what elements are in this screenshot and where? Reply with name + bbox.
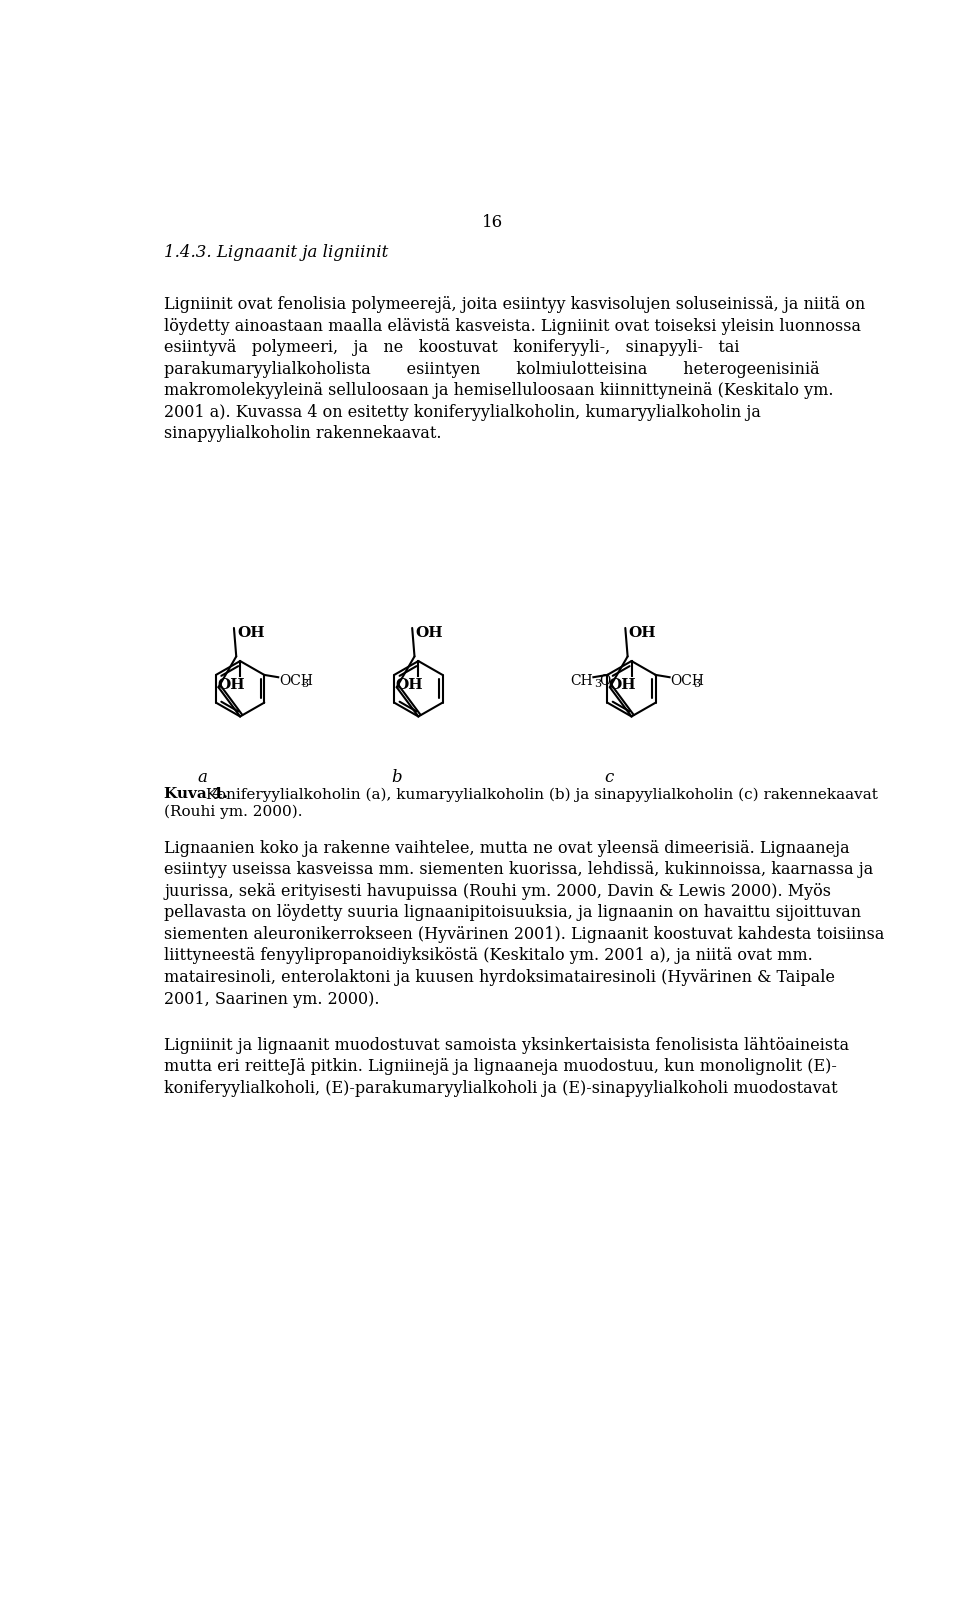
Text: OH: OH bbox=[416, 626, 443, 640]
Text: OH: OH bbox=[217, 677, 245, 692]
Text: sinapyylialkoholin rakennekaavat.: sinapyylialkoholin rakennekaavat. bbox=[164, 426, 442, 442]
Text: 3: 3 bbox=[301, 679, 308, 688]
Text: 2001, Saarinen ym. 2000).: 2001, Saarinen ym. 2000). bbox=[164, 991, 379, 1007]
Text: a: a bbox=[198, 768, 207, 786]
Text: makromolekyyleinä selluloosaan ja hemiselluloosaan kiinnittyneinä (Keskitalo ym.: makromolekyyleinä selluloosaan ja hemise… bbox=[164, 383, 833, 399]
Text: OCH: OCH bbox=[670, 674, 705, 688]
Text: Lignaanien koko ja rakenne vaihtelee, mutta ne ovat yleensä dimeerisiä. Lignaane: Lignaanien koko ja rakenne vaihtelee, mu… bbox=[164, 839, 850, 857]
Text: Kuva 4.: Kuva 4. bbox=[164, 788, 228, 802]
Text: b: b bbox=[392, 768, 402, 786]
Text: mutta eri reitteJä pitkin. Ligniinejä ja lignaaneja muodostuu, kun monolignolit : mutta eri reitteJä pitkin. Ligniinejä ja… bbox=[164, 1058, 837, 1076]
Text: löydetty ainoastaan maalla elävistä kasveista. Ligniinit ovat toiseksi yleisin l: löydetty ainoastaan maalla elävistä kasv… bbox=[164, 317, 861, 335]
Text: OH: OH bbox=[609, 677, 636, 692]
Text: siementen aleuronikerrokseen (Hyvärinen 2001). Lignaanit koostuvat kahdesta tois: siementen aleuronikerrokseen (Hyvärinen … bbox=[164, 925, 884, 943]
Text: OH: OH bbox=[396, 677, 423, 692]
Text: O: O bbox=[599, 674, 610, 688]
Text: koniferyylialkoholi, (E)-parakumaryylialkoholi ja (E)-sinapyylialkoholi muodosta: koniferyylialkoholi, (E)-parakumaryylial… bbox=[164, 1081, 838, 1097]
Text: c: c bbox=[605, 768, 613, 786]
Text: juurissa, sekä erityisesti havupuissa (Rouhi ym. 2000, Davin & Lewis 2000). Myös: juurissa, sekä erityisesti havupuissa (R… bbox=[164, 882, 831, 900]
Text: matairesinoli, enterolaktoni ja kuusen hyrdoksimatairesinoli (Hyvärinen & Taipal: matairesinoli, enterolaktoni ja kuusen h… bbox=[164, 969, 835, 986]
Text: OCH: OCH bbox=[279, 674, 313, 688]
Text: 16: 16 bbox=[481, 213, 503, 231]
Text: pellavasta on löydetty suuria lignaanipitoisuuksia, ja lignaanin on havaittu sij: pellavasta on löydetty suuria lignaanipi… bbox=[164, 905, 861, 921]
Text: OH: OH bbox=[237, 626, 265, 640]
Text: Koniferyylialkoholin (a), kumaryylialkoholin (b) ja sinapyylialkoholin (c) raken: Koniferyylialkoholin (a), kumaryylialkoh… bbox=[202, 788, 878, 802]
Text: 3: 3 bbox=[693, 679, 700, 688]
Text: Ligniinit ovat fenolisia polymeerejä, joita esiintyy kasvisolujen soluseinissä, : Ligniinit ovat fenolisia polymeerejä, jo… bbox=[164, 296, 865, 314]
Text: 3: 3 bbox=[594, 679, 601, 688]
Text: parakumaryylialkoholista       esiintyen       kolmiulotteisina       heterogeen: parakumaryylialkoholista esiintyen kolmi… bbox=[164, 360, 820, 378]
Text: esiintyvä   polymeeri,   ja   ne   koostuvat   koniferyyli-,   sinapyyli-   tai: esiintyvä polymeeri, ja ne koostuvat kon… bbox=[164, 339, 739, 355]
Text: 2001 a). Kuvassa 4 on esitetty koniferyylialkoholin, kumaryylialkoholin ja: 2001 a). Kuvassa 4 on esitetty koniferyy… bbox=[164, 403, 761, 421]
Text: (Rouhi ym. 2000).: (Rouhi ym. 2000). bbox=[164, 804, 302, 818]
Text: liittyneestä fenyylipropanoidiyksiköstä (Keskitalo ym. 2001 a), ja niitä ovat mm: liittyneestä fenyylipropanoidiyksiköstä … bbox=[164, 948, 813, 964]
Text: OH: OH bbox=[629, 626, 656, 640]
Text: Ligniinit ja lignaanit muodostuvat samoista yksinkertaisista fenolisista lähtöai: Ligniinit ja lignaanit muodostuvat samoi… bbox=[164, 1037, 850, 1053]
Text: CH: CH bbox=[570, 674, 592, 688]
Text: esiintyy useissa kasveissa mm. siementen kuorissa, lehdissä, kukinnoissa, kaarna: esiintyy useissa kasveissa mm. siementen… bbox=[164, 861, 874, 879]
Text: 1.4.3. Lignaanit ja ligniinit: 1.4.3. Lignaanit ja ligniinit bbox=[164, 245, 389, 261]
